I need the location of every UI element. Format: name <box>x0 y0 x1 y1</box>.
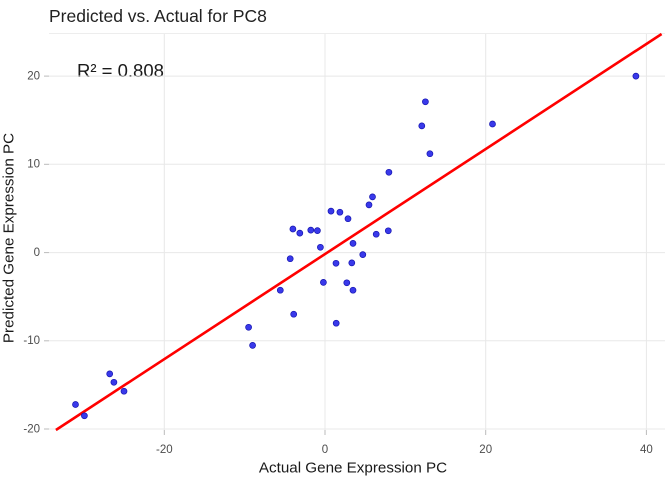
svg-text:-10: -10 <box>23 335 40 347</box>
svg-text:40: 40 <box>640 444 653 456</box>
svg-text:10: 10 <box>27 159 40 171</box>
svg-text:-20: -20 <box>23 423 40 435</box>
svg-text:0: 0 <box>322 444 328 456</box>
svg-text:20: 20 <box>479 444 492 456</box>
svg-text:0: 0 <box>34 247 40 259</box>
svg-text:-20: -20 <box>156 444 173 456</box>
svg-text:20: 20 <box>27 71 40 83</box>
